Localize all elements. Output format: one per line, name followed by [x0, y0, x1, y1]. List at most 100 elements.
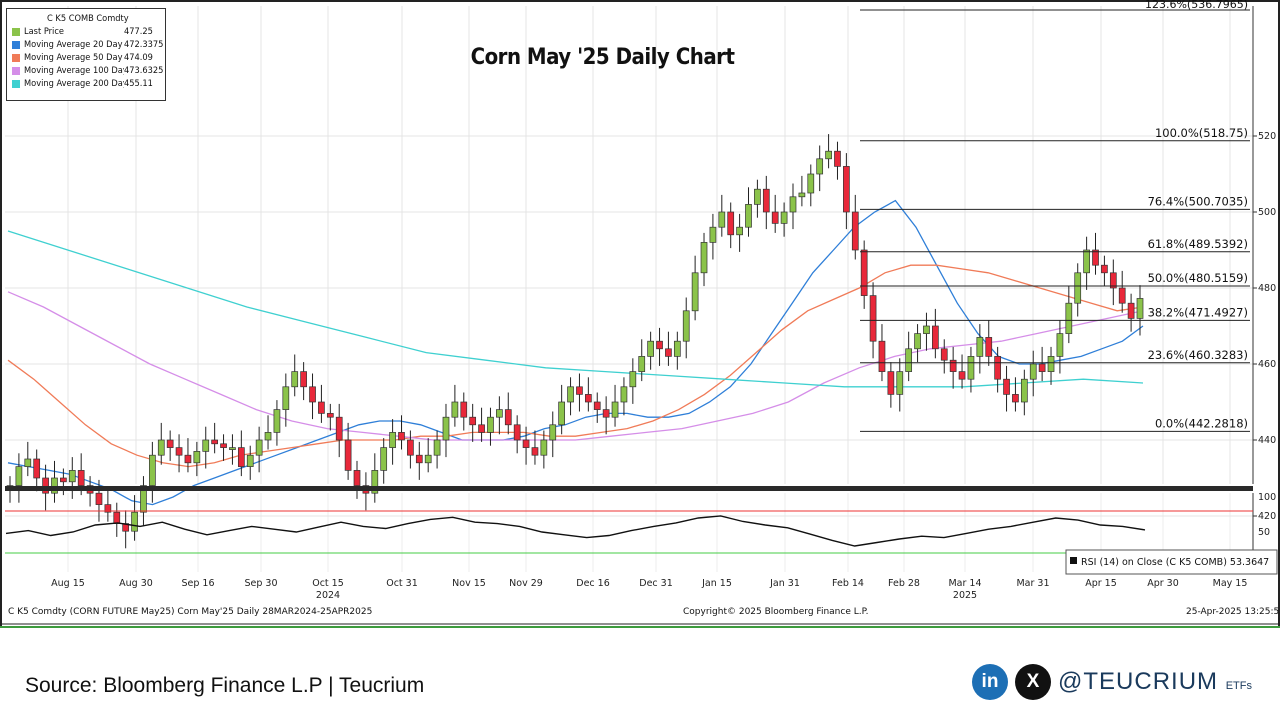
candle-body — [976, 337, 984, 357]
candle-body — [51, 477, 58, 494]
candle-body — [940, 348, 948, 361]
candle-body — [175, 447, 183, 456]
candle-body — [789, 196, 797, 213]
legend-swatch — [12, 27, 20, 36]
candle-body — [798, 192, 806, 198]
candle-body — [264, 432, 272, 441]
legend-item: Moving Average 20 Day 472.3375 — [7, 38, 165, 51]
candle-body — [1047, 356, 1055, 372]
candle-body — [1038, 363, 1046, 372]
fib-label: 100.0%(518.75) — [1155, 126, 1248, 140]
grid-layer — [5, 6, 1253, 572]
legend-title: C K5 COMB Comdty — [47, 13, 129, 24]
candle-body — [825, 150, 832, 160]
fib-label: 50.0%(480.5159) — [1148, 271, 1248, 285]
x-tick-label: Dec 31 — [639, 578, 673, 589]
panel-divider[interactable] — [5, 486, 1253, 491]
candle-body — [1065, 302, 1073, 334]
candle-body — [851, 211, 859, 251]
rsi-label-box — [1065, 549, 1278, 575]
linkedin-icon[interactable]: in — [972, 664, 1008, 700]
candle-body — [593, 401, 601, 410]
bottom-banner — [0, 628, 1280, 720]
rsi-swatch — [1070, 557, 1077, 564]
legend-item-name: Moving Average 200 Day — [24, 78, 124, 89]
candle-body — [1074, 272, 1082, 304]
legend-item-name: Moving Average 50 Day — [24, 52, 123, 63]
candle-body — [398, 432, 405, 441]
candle-body — [843, 166, 850, 213]
fib-label: 76.4%(500.7035) — [1148, 194, 1248, 208]
candle-body — [407, 439, 414, 456]
candle-body — [326, 413, 334, 418]
candle-body — [887, 371, 895, 395]
candle-body — [700, 242, 708, 274]
legend-item: Moving Average 50 Day 474.09 — [7, 51, 165, 64]
candle-body — [442, 416, 450, 441]
candle-body — [318, 401, 325, 414]
legend-item: Moving Average 200 Day 455.11 — [7, 77, 165, 90]
x-tick-label: Mar 31 — [1016, 578, 1049, 589]
candle-body — [620, 386, 628, 403]
candle-body — [353, 470, 361, 486]
candle-body — [131, 511, 138, 532]
y-tick-label: 500 — [1258, 207, 1276, 218]
candle-body — [691, 272, 699, 312]
candle-body — [531, 447, 539, 456]
candle-body — [371, 470, 379, 494]
x-tick-label: Feb 28 — [888, 578, 920, 589]
candle-body — [727, 211, 735, 236]
candle-body — [1020, 378, 1028, 403]
candle-body — [1083, 249, 1090, 274]
candle-body — [745, 204, 752, 228]
candle-body — [95, 492, 103, 505]
x-tick-label: Apr 15 — [1085, 578, 1117, 589]
x-tick-label: Nov 29 — [509, 578, 543, 589]
candle-body — [584, 394, 592, 403]
x-tick-label: Feb 14 — [832, 578, 864, 589]
candle-body — [33, 458, 41, 479]
candle-body — [629, 371, 637, 388]
rsi-line — [5, 515, 1146, 547]
candle-body — [211, 439, 218, 445]
legend-swatch — [12, 40, 20, 49]
x-tick-label: Sep 30 — [244, 578, 277, 589]
candle-body — [1127, 302, 1135, 319]
legend-item-value: 477.25 — [124, 26, 153, 37]
candle-body — [513, 424, 521, 441]
candle-body — [834, 150, 841, 167]
legend-swatch — [12, 79, 20, 88]
x-tick-label: Jan 31 — [769, 578, 800, 589]
candle-body — [229, 447, 236, 450]
candle-body — [415, 454, 423, 464]
fib-label: 38.2%(471.4927) — [1148, 305, 1248, 319]
legend-item: Moving Average 100 Day 473.6325 — [7, 64, 165, 77]
candle-body — [77, 470, 85, 486]
legend-item-name: Moving Average 20 Day — [24, 39, 123, 50]
candle-body — [949, 359, 957, 372]
x-tick-label: May 15 — [1213, 578, 1248, 589]
x-icon[interactable]: X — [1015, 664, 1051, 700]
x-tick-label: Sep 16 — [181, 578, 214, 589]
x-tick-label: Aug 30 — [119, 578, 153, 589]
ma-line — [7, 291, 1144, 441]
legend-item-name: Last Price — [24, 26, 64, 37]
candle-body — [291, 371, 299, 388]
candle-body — [184, 454, 192, 464]
candle-body — [300, 371, 307, 388]
fib-label: 61.8%(489.5392) — [1148, 237, 1248, 251]
ma-line — [7, 199, 1144, 506]
candle-body — [896, 371, 904, 395]
candle-body — [193, 451, 201, 464]
candle-body — [860, 249, 868, 296]
footer-center: Copyright© 2025 Bloomberg Finance L.P. — [683, 607, 868, 617]
x-year-label: 2024 — [316, 590, 340, 601]
candle-body — [558, 401, 566, 426]
candle-body — [1118, 287, 1126, 304]
rsi-tick-label: 100 — [1258, 492, 1276, 503]
candle-body — [237, 447, 245, 467]
candle-body — [540, 439, 548, 456]
candle-body — [914, 333, 921, 350]
y-tick-label: 440 — [1258, 435, 1276, 446]
candle-body — [718, 211, 726, 228]
